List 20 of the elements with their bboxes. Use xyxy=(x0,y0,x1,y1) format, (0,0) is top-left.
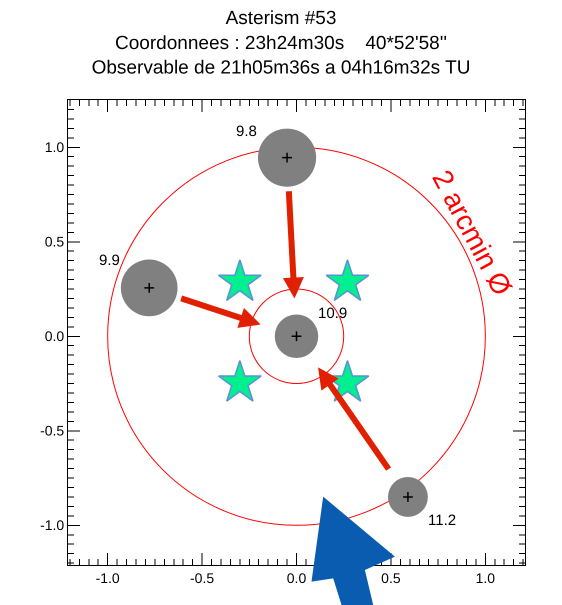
point xyxy=(144,282,155,294)
point xyxy=(218,360,262,402)
chart-subtitle: Coordonnees : 23h24m30s 40*52'58'' Observable de 21h05m36s a 04h16m32s TU xyxy=(92,32,470,79)
x-tick-label: 1.0 xyxy=(476,570,496,586)
annotation: 9.9 xyxy=(99,252,120,269)
annotation: 9.8 xyxy=(236,123,257,140)
chart-title: Asterism #53 xyxy=(226,8,336,30)
y-tick-label: -0.5 xyxy=(40,422,64,439)
point xyxy=(281,152,293,164)
x-tick-label: -1.0 xyxy=(96,570,120,586)
y-tick-label: -1.0 xyxy=(40,517,64,534)
x-tick-label: -0.5 xyxy=(190,570,214,586)
y-tick-label: 0.5 xyxy=(44,234,64,250)
x-tick-label: 0.0 xyxy=(286,570,306,586)
annotation: 11.2 xyxy=(428,512,456,529)
point xyxy=(218,259,262,302)
y-tick-label: 1.0 xyxy=(44,139,64,156)
x-tick-label: 0.5 xyxy=(381,570,401,586)
point xyxy=(325,259,370,302)
y-tick-label: 0.0 xyxy=(44,328,64,344)
